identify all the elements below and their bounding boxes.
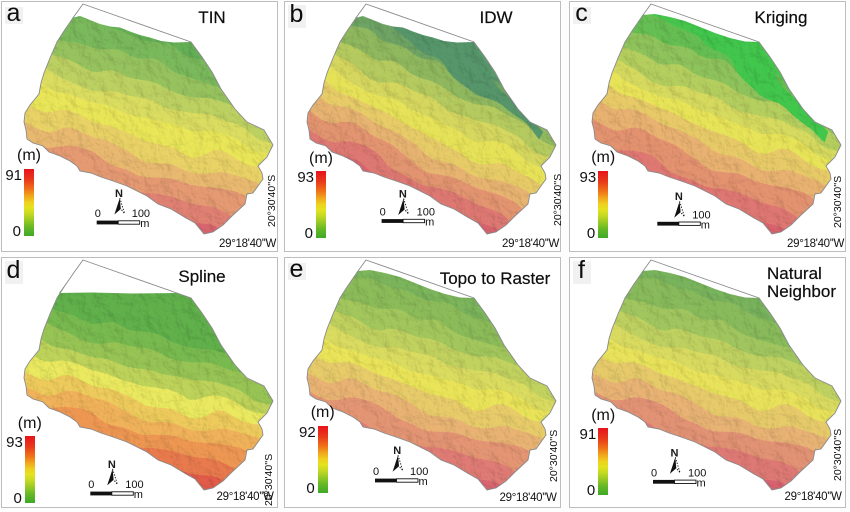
svg-text:N: N [108, 459, 116, 471]
svg-text:100: 100 [692, 209, 710, 221]
svg-text:0: 0 [95, 208, 101, 220]
svg-text:m: m [419, 476, 428, 488]
svg-text:100: 100 [417, 207, 435, 219]
svg-text:100: 100 [688, 467, 706, 479]
svg-text:0: 0 [373, 466, 379, 478]
svg-text:N: N [675, 191, 683, 203]
svg-text:N: N [399, 189, 407, 201]
svg-text:0: 0 [380, 207, 386, 219]
svg-text:m: m [701, 219, 710, 231]
svg-text:m: m [140, 218, 149, 230]
svg-text:m: m [697, 477, 706, 489]
svg-text:100: 100 [132, 208, 150, 220]
svg-text:N: N [115, 188, 123, 200]
svg-text:m: m [425, 217, 434, 229]
svg-text:m: m [134, 489, 143, 501]
svg-text:N: N [671, 447, 679, 459]
svg-text:100: 100 [125, 479, 143, 491]
svg-text:N: N [393, 445, 401, 457]
svg-text:100: 100 [410, 466, 428, 478]
svg-text:0: 0 [88, 479, 94, 491]
svg-text:0: 0 [651, 467, 657, 479]
